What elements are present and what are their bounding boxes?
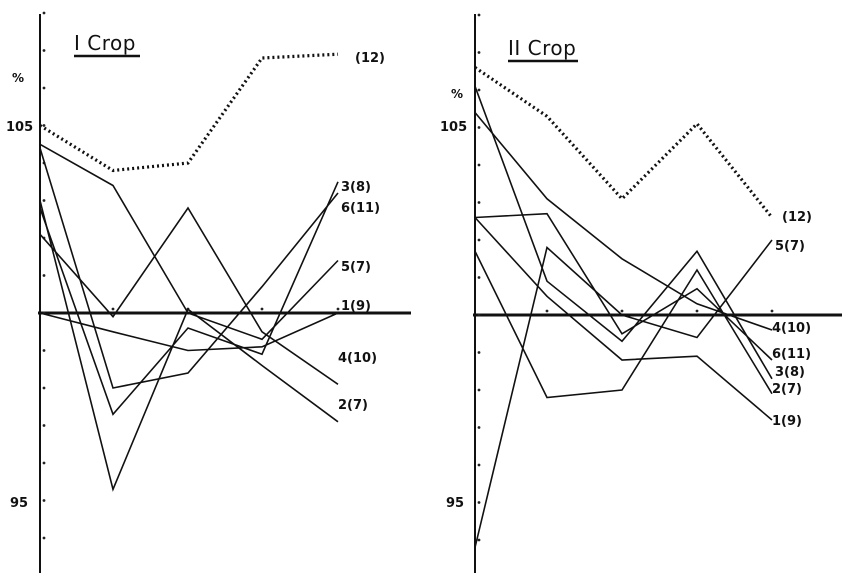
panel-i-crop: I Crop % 105 95 (12) 3(8) 6(11) 5(7) 1(9… bbox=[6, 11, 411, 573]
panel-1-label-4-10: 4(10) bbox=[338, 351, 377, 366]
panel-2-y-dot bbox=[477, 13, 481, 17]
panel-2-label-6-11: 6(11) bbox=[772, 347, 811, 362]
panel-1-series-line-3-8 bbox=[39, 181, 339, 416]
panel-1-y-unit: % bbox=[12, 71, 24, 85]
panel-2-title: II Crop bbox=[508, 36, 576, 60]
panel-2-label-2-7: 2(7) bbox=[772, 382, 802, 397]
panel-2-series bbox=[474, 66, 774, 548]
panel-2-y-unit: % bbox=[451, 87, 463, 101]
panel-2-series-labels: (12) 5(7) 4(10) 6(11) 3(8) 2(7) 1(9) bbox=[772, 210, 812, 429]
panel-2-x-dot bbox=[545, 309, 549, 313]
panel-1-tick-95: 95 bbox=[10, 496, 28, 511]
panel-1-y-dot bbox=[42, 424, 46, 427]
panel-1-y-dot bbox=[42, 86, 46, 90]
panel-ii-crop: II Crop % 105 95 (12) 5(7) 4(10) 6(11) 3… bbox=[440, 13, 842, 573]
panel-1-y-dot bbox=[42, 499, 46, 502]
panel-2-label-3-8: 3(8) bbox=[775, 365, 805, 380]
panel-2-series-line-3-8 bbox=[474, 86, 773, 380]
panel-1-title: I Crop bbox=[74, 31, 136, 55]
panel-2-y-dot bbox=[477, 388, 481, 392]
panel-2-tick-95: 95 bbox=[446, 496, 464, 511]
panel-2-y-dot bbox=[477, 238, 481, 242]
panel-2-series-line-5-7 bbox=[474, 239, 773, 548]
panel-2-x-dot bbox=[770, 309, 774, 313]
panel-2-x-dot bbox=[695, 309, 699, 313]
panel-2-y-dot bbox=[477, 538, 481, 542]
panel-1-label-1-9: 1(9) bbox=[341, 299, 371, 314]
panel-2-y-dot bbox=[477, 351, 481, 354]
panel-2-series-line-2-7 bbox=[474, 250, 773, 399]
panel-1-series-line-2-7 bbox=[39, 200, 339, 492]
panel-2-label-1-9: 1(9) bbox=[772, 414, 802, 429]
panel-2-y-dot bbox=[477, 126, 481, 129]
panel-1-x-dot bbox=[336, 307, 340, 311]
panel-2-series-line-1-9 bbox=[474, 216, 773, 421]
panel-1-series-labels: (12) 3(8) 6(11) 5(7) 1(9) 4(10) 2(7) bbox=[338, 51, 385, 413]
panel-2-label-5-7: 5(7) bbox=[775, 239, 805, 254]
panel-1-y-dot bbox=[42, 349, 46, 352]
panel-2-y-dot bbox=[477, 51, 481, 54]
panel-1-y-dot bbox=[42, 49, 46, 52]
panel-1-label-2-7: 2(7) bbox=[338, 398, 368, 413]
panel-1-tick-105: 105 bbox=[6, 120, 33, 135]
panel-1-label-6-11: 6(11) bbox=[341, 201, 380, 216]
panel-1-series-line-4-10 bbox=[39, 206, 339, 385]
panel-2-label-4-10: 4(10) bbox=[772, 321, 811, 336]
panel-1-x-dot bbox=[260, 307, 264, 311]
panel-2-y-dot bbox=[477, 426, 481, 429]
panel-1-series-line-12 bbox=[39, 52, 339, 173]
panel-2-y-dot bbox=[477, 88, 481, 92]
panel-1-y-dot bbox=[42, 536, 46, 540]
panel-1-label-3-8: 3(8) bbox=[341, 180, 371, 195]
panel-1-y-dot bbox=[42, 199, 46, 202]
panel-2-tick-105: 105 bbox=[440, 120, 467, 135]
panel-1-series-line-6-11 bbox=[39, 147, 339, 389]
panel-2-x-dot bbox=[620, 309, 624, 313]
panel-1-label-12: (12) bbox=[355, 51, 385, 66]
panel-2-y-dot bbox=[477, 501, 481, 504]
panel-1-axis-dots bbox=[42, 11, 340, 540]
panel-1-y-dot bbox=[42, 274, 46, 277]
panel-2-y-dot bbox=[477, 201, 481, 204]
panel-1-series bbox=[39, 52, 339, 492]
panel-2-y-dot bbox=[477, 313, 481, 317]
panel-1-y-dot bbox=[42, 386, 46, 390]
panel-1-series-line-5-7 bbox=[39, 143, 339, 341]
panel-2-y-dot bbox=[477, 163, 481, 167]
panel-1-y-dot bbox=[42, 461, 46, 465]
panel-2-label-12: (12) bbox=[782, 210, 812, 225]
panel-2-y-dot bbox=[477, 276, 481, 279]
panel-2-series-line-6-11 bbox=[474, 212, 773, 361]
panel-2-axis-dots bbox=[477, 13, 774, 542]
panel-1-y-dot bbox=[42, 124, 46, 127]
panel-1-y-dot bbox=[42, 11, 46, 15]
panel-1-series-line-1-9 bbox=[39, 312, 339, 352]
panel-1-label-5-7: 5(7) bbox=[341, 260, 371, 275]
panel-2-y-dot bbox=[477, 463, 481, 467]
panel-1-x-dot bbox=[111, 307, 115, 311]
panel-2-series-line-12 bbox=[474, 66, 774, 219]
